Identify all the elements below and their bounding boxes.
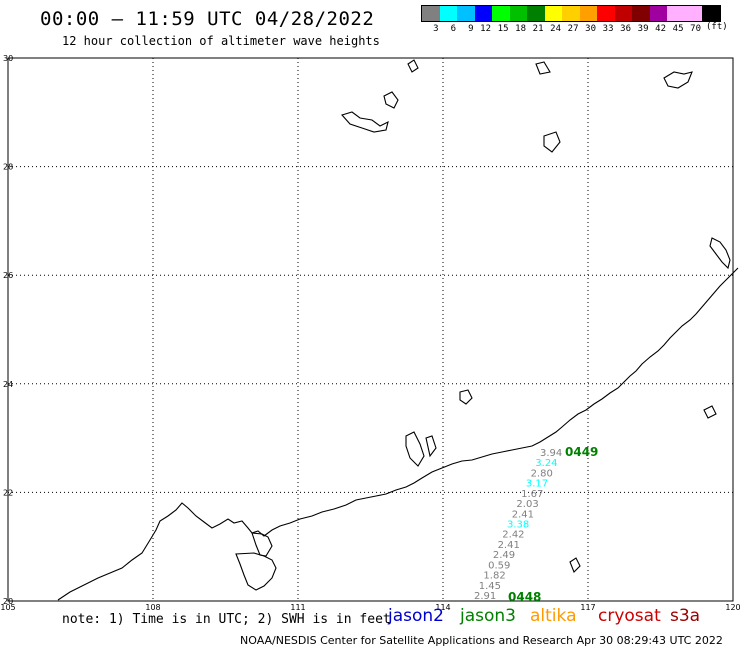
longitude-labels: 105 108 111 114 117 120 — [0, 603, 740, 612]
color-scale-label: 27 — [567, 24, 579, 34]
lon-label: 114 — [435, 603, 450, 612]
island-north-a — [341, 111, 389, 133]
lon-label: 120 — [725, 603, 740, 612]
color-scale-label: 21 — [532, 24, 544, 34]
color-scale-label: 6 — [450, 24, 456, 34]
satellite-s3a-label: s3a — [670, 606, 701, 626]
color-swatch — [649, 6, 667, 21]
color-scale-unit: (ft) — [706, 22, 728, 32]
track-value-label: 1.82 — [483, 571, 505, 582]
mainland-coast — [57, 267, 739, 601]
lon-label: 117 — [580, 603, 595, 612]
satellite-cryosat-label: cryosat — [598, 606, 661, 626]
color-swatch — [474, 6, 492, 21]
wave-height-color-scale: 3 6 9 12 15 18 21 24 27 30 33 36 39 42 45 70 (ft) — [421, 5, 728, 34]
lat-label: 30 — [3, 54, 13, 63]
color-scale-label: 36 — [620, 24, 631, 34]
island-east-a — [703, 405, 717, 419]
satellite-altika-label: altika — [530, 606, 577, 626]
color-swatch — [597, 6, 615, 21]
chart-title: 00:00 – 11:59 UTC 04/28/2022 — [40, 8, 375, 30]
track-value-label: 3.38 — [507, 520, 529, 531]
color-scale-label: 30 — [585, 24, 596, 34]
lat-label: 26 — [3, 271, 13, 280]
color-scale-label: 18 — [515, 24, 526, 34]
taiwan-coast — [709, 237, 731, 270]
color-scale-label: 70 — [690, 24, 701, 34]
track-value-label: 1.67 — [521, 489, 543, 500]
color-swatch — [684, 6, 702, 21]
island-north-c — [543, 131, 561, 153]
lat-label: 24 — [3, 380, 13, 389]
satellite-track-labels: 04493.943.242.803.171.672.032.413.382.42… — [474, 445, 598, 604]
lat-label: 22 — [3, 488, 13, 497]
color-scale-labels: 3 6 9 12 15 18 21 24 27 30 33 36 39 42 45 70 — [421, 24, 721, 34]
satellite-jason3-label: jason3 — [460, 606, 516, 626]
color-swatch — [422, 6, 440, 21]
track-value-label: 0.59 — [488, 560, 510, 571]
color-scale-label: 45 — [672, 24, 684, 34]
island-north-b — [383, 91, 399, 109]
track-value-label: 0448 — [508, 590, 541, 604]
satellite-jason2-label: jason2 — [388, 606, 444, 626]
map-grid — [7, 57, 734, 602]
lon-label: 105 — [0, 603, 15, 612]
color-swatch — [492, 6, 510, 21]
hainan-island — [235, 552, 277, 591]
island-north-e — [407, 59, 419, 73]
color-scale-label: 15 — [497, 24, 509, 34]
track-value-label: 2.80 — [531, 468, 553, 479]
island-estuary-a — [405, 431, 425, 467]
track-value-label: 3.24 — [535, 458, 557, 469]
color-scale-swatches — [421, 5, 721, 22]
chart-subtitle: 12 hour collection of altimeter wave hei… — [62, 34, 380, 48]
track-value-label: 2.91 — [474, 591, 496, 602]
color-scale-label: 12 — [480, 24, 491, 34]
island-north-d — [663, 71, 693, 89]
color-swatch — [544, 6, 562, 21]
track-value-label: 0449 — [565, 445, 598, 459]
lon-label: 108 — [145, 603, 160, 612]
color-scale-label: 42 — [655, 24, 666, 34]
color-scale-label: 39 — [637, 24, 649, 34]
island-estuary-b — [425, 435, 437, 458]
track-value-label: 2.49 — [493, 550, 515, 561]
lat-label: 20 — [3, 597, 13, 606]
track-value-label: 3.17 — [526, 479, 548, 490]
color-swatch — [614, 6, 632, 21]
island-south-a — [569, 557, 581, 573]
color-swatch — [579, 6, 597, 21]
color-swatch — [527, 6, 545, 21]
footer-note: note: 1) Time is in UTC; 2) SWH is in fe… — [62, 612, 391, 627]
color-scale-label: 3 — [433, 24, 439, 34]
track-value-label: 2.41 — [512, 509, 534, 520]
island-east-b — [459, 389, 473, 405]
color-scale-label: 33 — [602, 24, 614, 34]
color-swatch — [509, 6, 527, 21]
color-swatch — [439, 6, 457, 21]
leizhou-peninsula — [251, 532, 273, 557]
latitude-labels: 30 28 26 24 22 20 — [3, 54, 13, 606]
color-scale-label: 24 — [550, 24, 561, 34]
coastline — [57, 59, 739, 601]
track-value-label: 1.45 — [479, 581, 501, 592]
lat-label: 28 — [3, 163, 13, 172]
color-swatch — [632, 6, 650, 21]
color-swatch — [457, 6, 475, 21]
track-value-label: 2.03 — [516, 499, 538, 510]
track-value-label: 3.94 — [540, 448, 562, 459]
color-scale-label: 9 — [468, 24, 474, 34]
map-frame — [7, 57, 734, 602]
credit-line: NOAA/NESDIS Center for Satellite Applica… — [240, 634, 723, 647]
color-swatch — [702, 6, 720, 21]
track-value-label: 2.42 — [502, 530, 524, 541]
lon-label: 111 — [290, 603, 305, 612]
color-swatch — [667, 6, 685, 21]
track-value-label: 2.41 — [498, 540, 520, 551]
color-swatch — [562, 6, 580, 21]
island-north-f — [535, 61, 551, 75]
